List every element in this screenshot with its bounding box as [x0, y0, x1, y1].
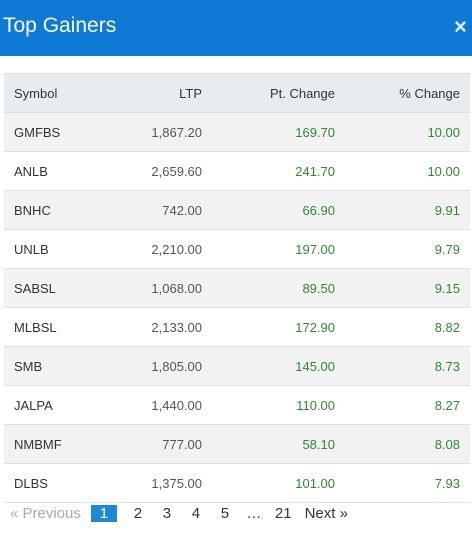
table-row[interactable]: BNHC 742.00 66.90 9.91	[4, 190, 470, 230]
cell-ltp: 777.00	[114, 424, 212, 464]
table-row[interactable]: NMBMF 777.00 58.10 8.08	[4, 424, 470, 464]
cell-pct-change: 8.73	[345, 346, 470, 386]
cell-pt-change: 172.90	[212, 307, 345, 347]
cell-ltp: 1,805.00	[114, 346, 212, 386]
table-header-row: Symbol LTP Pt. Change % Change	[4, 73, 470, 113]
cell-pct-change: 8.08	[345, 424, 470, 464]
table-row[interactable]: DLBS 1,375.00 101.00 7.93	[4, 463, 470, 503]
next-page-button[interactable]: Next »	[304, 504, 348, 522]
page-list: 1 2 3 4 5 … 21	[90, 504, 305, 522]
modal-title: Top Gainers	[3, 14, 117, 37]
cell-pct-change: 9.79	[345, 229, 470, 269]
cell-pt-change: 145.00	[212, 346, 345, 386]
column-header-symbol[interactable]: Symbol	[4, 73, 114, 113]
column-header-ltp[interactable]: LTP	[114, 73, 212, 113]
page-link-3[interactable]: 3	[162, 504, 172, 522]
cell-pct-change: 10.00	[345, 151, 470, 191]
cell-pt-change: 89.50	[212, 268, 345, 308]
cell-ltp: 1,440.00	[114, 385, 212, 425]
cell-symbol: NMBMF	[4, 424, 114, 464]
table-row[interactable]: GMFBS 1,867.20 169.70 10.00	[4, 112, 470, 152]
top-gainers-table-container: Symbol LTP Pt. Change % Change GMFBS 1,86…	[4, 73, 470, 503]
cell-pct-change: 7.93	[345, 463, 470, 503]
cell-pt-change: 169.70	[212, 112, 345, 152]
cell-pt-change: 66.90	[212, 190, 345, 230]
cell-symbol: DLBS	[4, 463, 114, 503]
cell-symbol: BNHC	[4, 190, 114, 230]
cell-pct-change: 9.15	[345, 268, 470, 308]
cell-pct-change: 8.82	[345, 307, 470, 347]
cell-pt-change: 197.00	[212, 229, 345, 269]
cell-ltp: 2,210.00	[114, 229, 212, 269]
column-header-pct-change[interactable]: % Change	[345, 73, 470, 113]
table-row[interactable]: SABSL 1,068.00 89.50 9.15	[4, 268, 470, 308]
page-ellipsis: …	[246, 504, 262, 522]
page-link-5[interactable]: 5	[220, 504, 230, 522]
cell-pct-change: 8.27	[345, 385, 470, 425]
table-row[interactable]: UNLB 2,210.00 197.00 9.79	[4, 229, 470, 269]
cell-symbol: ANLB	[4, 151, 114, 191]
cell-ltp: 2,133.00	[114, 307, 212, 347]
cell-pt-change: 110.00	[212, 385, 345, 425]
cell-symbol: UNLB	[4, 229, 114, 269]
modal-header: Top Gainers ×	[0, 0, 472, 56]
cell-pct-change: 10.00	[345, 112, 470, 152]
close-icon[interactable]: ×	[454, 16, 467, 38]
cell-ltp: 1,867.20	[114, 112, 212, 152]
cell-pt-change: 58.10	[212, 424, 345, 464]
page-link-2[interactable]: 2	[133, 504, 143, 522]
cell-ltp: 1,375.00	[114, 463, 212, 503]
top-gainers-table: Symbol LTP Pt. Change % Change GMFBS 1,86…	[4, 73, 470, 503]
table-row[interactable]: SMB 1,805.00 145.00 8.73	[4, 346, 470, 386]
cell-ltp: 2,659.60	[114, 151, 212, 191]
cell-symbol: SMB	[4, 346, 114, 386]
cell-pt-change: 241.70	[212, 151, 345, 191]
column-header-pt-change[interactable]: Pt. Change	[212, 73, 345, 113]
cell-pt-change: 101.00	[212, 463, 345, 503]
cell-ltp: 742.00	[114, 190, 212, 230]
previous-page-button[interactable]: « Previous	[10, 504, 81, 522]
page-link-1[interactable]: 1	[90, 504, 117, 522]
cell-symbol: GMFBS	[4, 112, 114, 152]
cell-symbol: MLBSL	[4, 307, 114, 347]
cell-pct-change: 9.91	[345, 190, 470, 230]
table-row[interactable]: JALPA 1,440.00 110.00 8.27	[4, 385, 470, 425]
page-link-21[interactable]: 21	[274, 504, 292, 522]
pagination: « Previous 1 2 3 4 5 … 21 Next »	[10, 502, 360, 524]
table-row[interactable]: ANLB 2,659.60 241.70 10.00	[4, 151, 470, 191]
cell-ltp: 1,068.00	[114, 268, 212, 308]
table-row[interactable]: MLBSL 2,133.00 172.90 8.82	[4, 307, 470, 347]
page-link-4[interactable]: 4	[191, 504, 201, 522]
cell-symbol: SABSL	[4, 268, 114, 308]
cell-symbol: JALPA	[4, 385, 114, 425]
